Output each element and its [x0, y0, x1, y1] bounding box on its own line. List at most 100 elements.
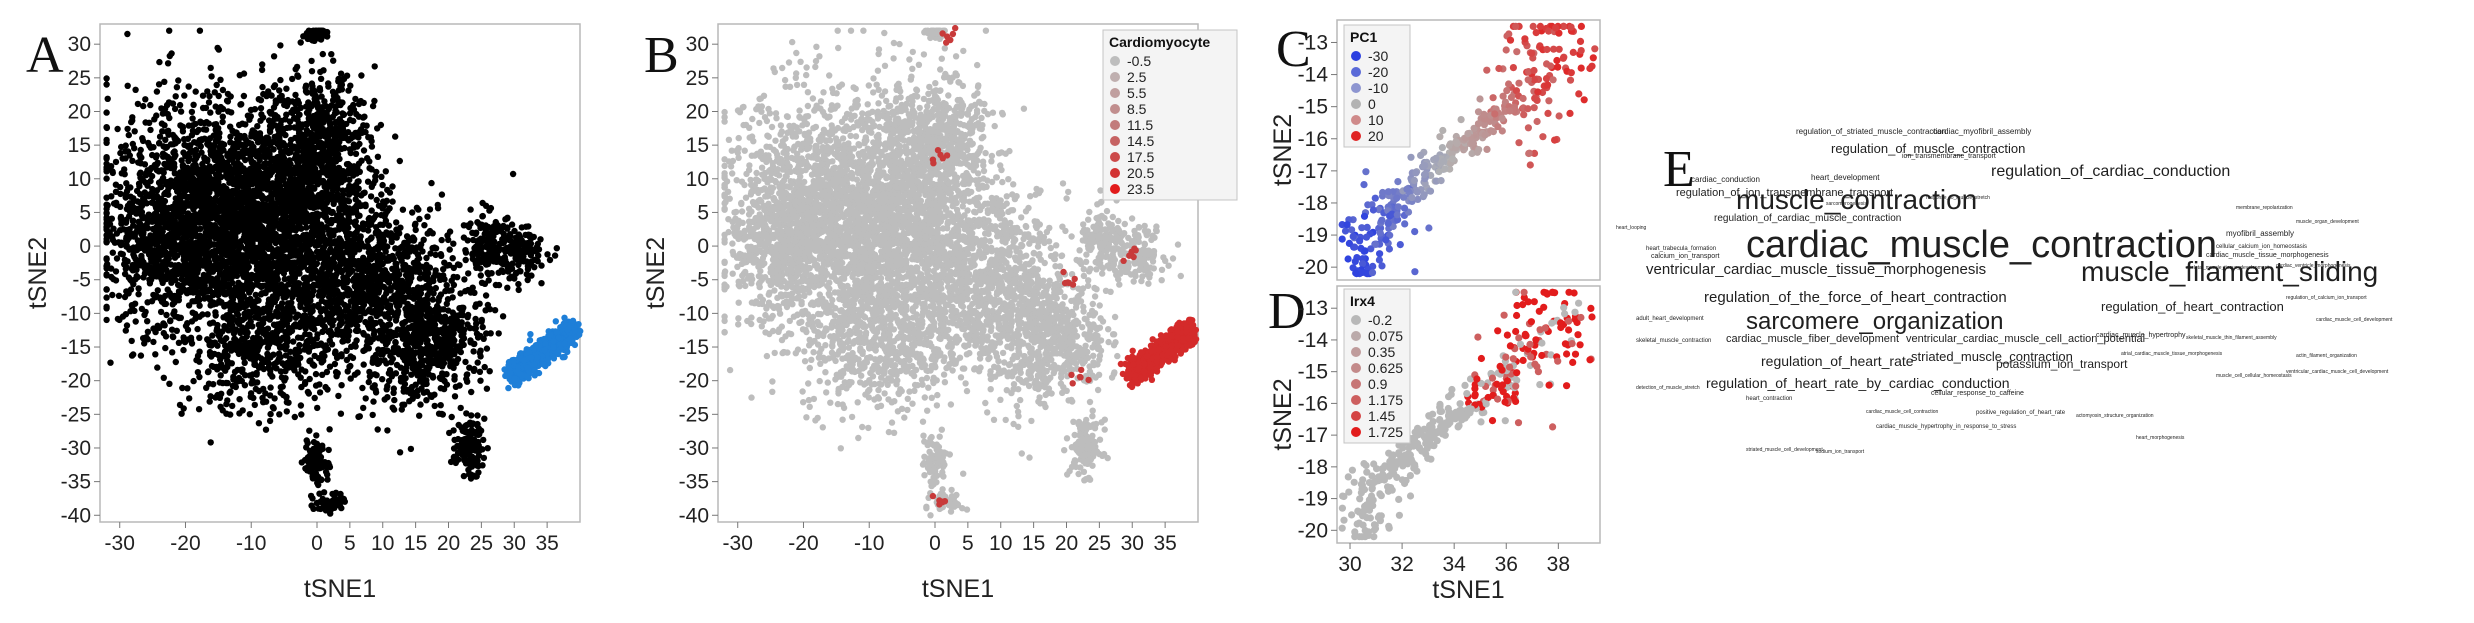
cell-point [332, 119, 339, 126]
cell-point [202, 169, 209, 177]
cell-point [268, 213, 275, 220]
cell-point [393, 219, 400, 226]
cell-point [162, 344, 169, 352]
cell-point [104, 95, 111, 103]
cell-point [212, 103, 219, 110]
cell-point [262, 426, 270, 433]
cell-point [257, 213, 264, 220]
cell-point [192, 88, 199, 95]
cell-point [162, 152, 169, 159]
cell-point [198, 188, 206, 195]
cell-point [355, 160, 363, 167]
cell-point [360, 329, 367, 337]
cell-point [205, 99, 213, 106]
cell-point [248, 380, 255, 387]
cell-point [293, 225, 300, 233]
cell-point [337, 134, 345, 141]
panel-label-c: C [1276, 21, 1311, 78]
cell-point [150, 338, 157, 346]
cell-point [385, 222, 393, 229]
cell-point [353, 110, 360, 118]
cell-point [288, 182, 295, 190]
cell-point [241, 210, 249, 217]
cell-point [240, 92, 248, 100]
cell-point [103, 303, 110, 310]
cell-point [103, 124, 111, 132]
cell-point [274, 113, 281, 121]
cell-point [276, 153, 283, 160]
cell-point [228, 274, 236, 281]
cell-point [335, 87, 343, 94]
cell-point [327, 246, 334, 253]
cell-point [298, 334, 305, 341]
cell-point [307, 309, 314, 316]
cell-point [360, 147, 368, 154]
cell-point [112, 188, 120, 195]
cell-point [219, 118, 226, 126]
cell-point [328, 171, 336, 178]
cell-point [295, 120, 302, 127]
cell-point [308, 257, 315, 265]
cell-point [103, 294, 110, 301]
cell-point [346, 146, 354, 153]
cell-point [277, 389, 284, 396]
cell-point [197, 119, 204, 127]
cell-point [365, 227, 372, 234]
cell-point [171, 308, 178, 315]
cell-point [210, 202, 218, 210]
cell-point [319, 50, 326, 58]
cell-point [160, 374, 167, 381]
cell-point [426, 206, 434, 213]
cell-point [337, 296, 344, 303]
cell-point [182, 152, 189, 160]
cell-point [145, 139, 152, 147]
cell-point [132, 318, 139, 325]
x-tick-label: 10 [371, 532, 394, 555]
cell-point [306, 101, 313, 108]
cell-point [344, 170, 352, 177]
cell-point [204, 368, 212, 376]
cell-point [256, 130, 264, 137]
cell-point [327, 142, 334, 150]
cell-point [189, 298, 196, 305]
cell-point [150, 199, 157, 207]
cell-point [299, 243, 306, 250]
cell-point [308, 292, 316, 299]
cell-point [389, 183, 396, 190]
x-tick-label: 5 [344, 532, 356, 555]
cell-point [295, 100, 302, 107]
cell-point [210, 150, 217, 158]
cell-point [122, 219, 130, 226]
cell-point [365, 134, 372, 141]
cell-point [146, 167, 153, 174]
cell-point [313, 275, 320, 282]
cell-point [335, 172, 342, 179]
cell-point [315, 301, 322, 308]
cell-point [273, 134, 280, 141]
cell-point [362, 395, 369, 402]
cell-point [293, 63, 301, 71]
cell-point [292, 252, 299, 259]
cell-point [450, 281, 458, 289]
cell-point [170, 333, 177, 341]
cell-point [360, 122, 367, 129]
x-tick-label: -20 [170, 532, 200, 555]
cell-point [170, 149, 177, 156]
cell-point [109, 236, 117, 244]
cell-point [359, 220, 367, 228]
cell-point [322, 169, 329, 177]
cell-point [438, 191, 446, 198]
cell-point [291, 264, 299, 271]
cell-point [250, 150, 257, 158]
cell-point [296, 154, 303, 161]
cell-point [265, 168, 272, 176]
cell-point [271, 360, 278, 368]
cell-point [247, 286, 254, 294]
cell-point [157, 183, 164, 190]
cell-point [292, 197, 299, 204]
cell-point [175, 314, 183, 322]
cell-point [201, 154, 208, 161]
cell-point [135, 180, 143, 187]
cell-point [242, 245, 249, 253]
cell-point [377, 221, 384, 228]
